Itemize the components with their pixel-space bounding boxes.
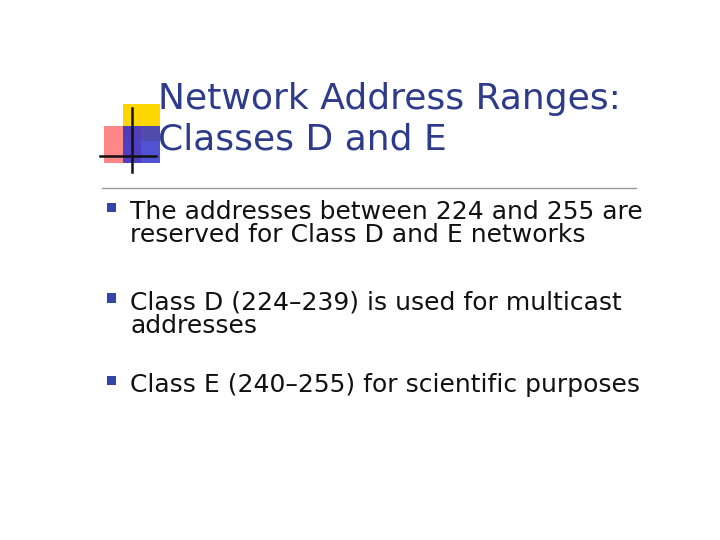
Text: Network Address Ranges:: Network Address Ranges: (158, 82, 621, 116)
Bar (104, 126, 141, 163)
Text: Class E (240–255) for scientific purposes: Class E (240–255) for scientific purpose… (130, 373, 640, 397)
Text: reserved for Class D and E networks: reserved for Class D and E networks (130, 222, 586, 247)
Bar (122, 104, 160, 141)
Text: Class D (224–239) is used for multicast: Class D (224–239) is used for multicast (130, 291, 622, 314)
Bar (107, 202, 117, 212)
Text: The addresses between 224 and 255 are: The addresses between 224 and 255 are (130, 200, 643, 224)
Bar (107, 376, 117, 385)
Text: addresses: addresses (130, 314, 257, 338)
Bar (107, 294, 117, 303)
Text: Classes D and E: Classes D and E (158, 123, 447, 157)
Bar (122, 126, 160, 163)
